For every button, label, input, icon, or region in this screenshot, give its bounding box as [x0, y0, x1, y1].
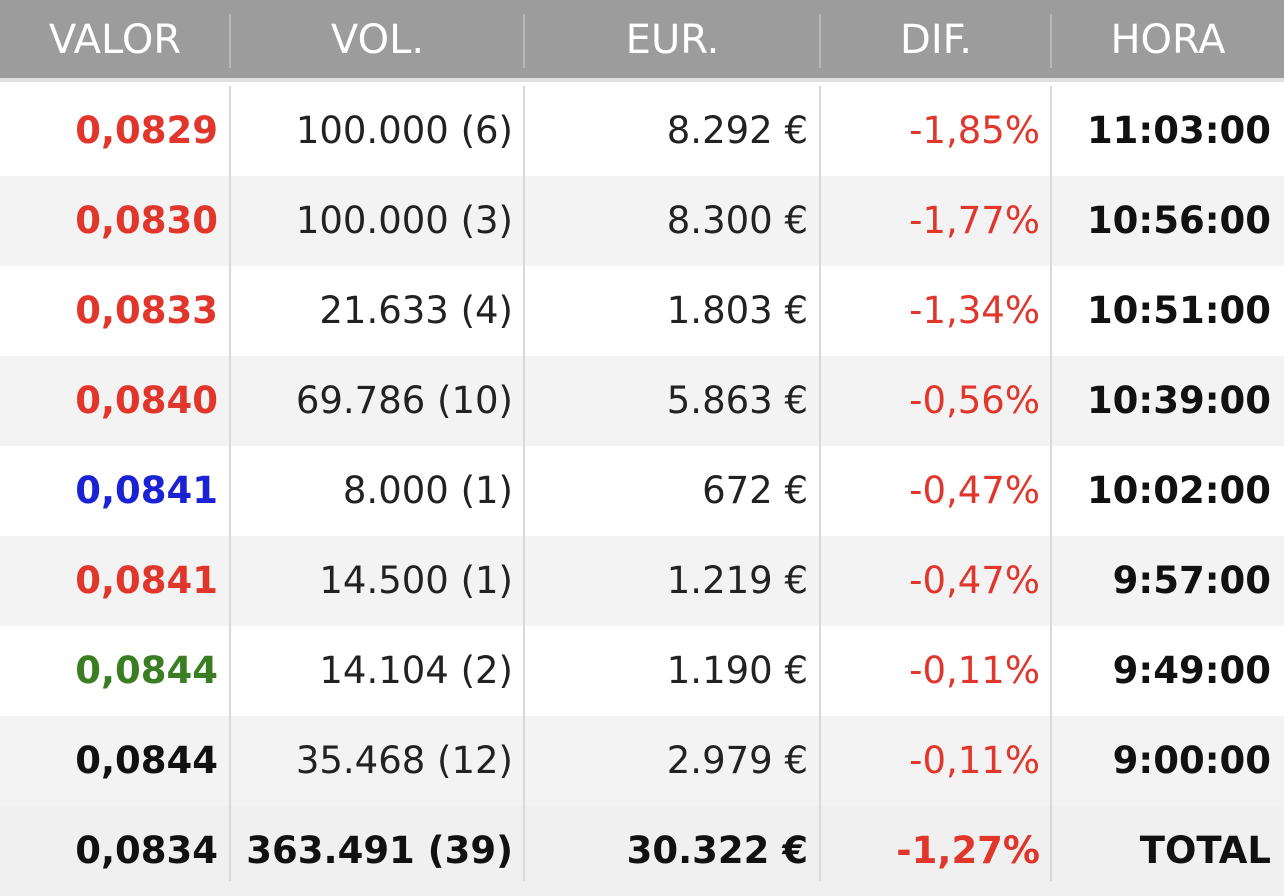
- cell-dif: -1,85%: [909, 109, 1040, 152]
- header-vol[interactable]: VOL.: [330, 17, 425, 63]
- column-divider: [1050, 86, 1052, 881]
- cell-vol: 14.104 (2): [319, 649, 513, 692]
- cell-eur: 1.803 €: [666, 289, 808, 332]
- header-divider: [523, 14, 525, 68]
- total-label: TOTAL: [1139, 829, 1271, 872]
- table-row[interactable]: 0,0840 69.786 (10) 5.863 € -0,56% 10:39:00: [0, 356, 1284, 446]
- cell-hora: 9:49:00: [1112, 649, 1271, 692]
- column-divider: [819, 86, 821, 881]
- cell-valor: 0,0830: [75, 199, 218, 242]
- table-row[interactable]: 0,0833 21.633 (4) 1.803 € -1,34% 10:51:00: [0, 266, 1284, 356]
- cell-eur: 2.979 €: [666, 739, 808, 782]
- header-divider: [1050, 14, 1052, 68]
- cell-vol: 100.000 (6): [295, 109, 513, 152]
- cell-vol: 100.000 (3): [295, 199, 513, 242]
- cell-eur: 672 €: [702, 469, 808, 512]
- header-hora[interactable]: HORA: [1110, 17, 1226, 63]
- total-row: 0,0834 363.491 (39) 30.322 € -1,27% TOTA…: [0, 806, 1284, 896]
- cell-dif: -0,11%: [909, 739, 1040, 782]
- header-eur[interactable]: EUR.: [625, 17, 720, 63]
- header-valor[interactable]: VALOR: [48, 17, 182, 63]
- table-row[interactable]: 0,0830 100.000 (3) 8.300 € -1,77% 10:56:00: [0, 176, 1284, 266]
- cell-eur: 8.300 €: [666, 199, 808, 242]
- header-dif[interactable]: DIF.: [900, 17, 972, 63]
- table-header: VALOR VOL. EUR. DIF. HORA: [0, 0, 1284, 82]
- total-dif: -1,27%: [896, 829, 1040, 872]
- header-divider: [229, 14, 231, 68]
- cell-vol: 69.786 (10): [295, 379, 513, 422]
- cell-vol: 35.468 (12): [295, 739, 513, 782]
- header-divider: [819, 14, 821, 68]
- cell-dif: -0,47%: [909, 469, 1040, 512]
- cell-dif: -0,56%: [909, 379, 1040, 422]
- table-row[interactable]: 0,0844 35.468 (12) 2.979 € -0,11% 9:00:00: [0, 716, 1284, 806]
- cell-valor: 0,0840: [75, 379, 218, 422]
- cell-hora: 11:03:00: [1086, 109, 1271, 152]
- cell-valor: 0,0833: [75, 289, 218, 332]
- cell-vol: 8.000 (1): [342, 469, 513, 512]
- cell-eur: 8.292 €: [666, 109, 808, 152]
- table-row[interactable]: 0,0841 8.000 (1) 672 € -0,47% 10:02:00: [0, 446, 1284, 536]
- cell-vol: 14.500 (1): [319, 559, 513, 602]
- cell-hora: 10:56:00: [1086, 199, 1271, 242]
- cell-hora: 10:39:00: [1086, 379, 1271, 422]
- total-eur: 30.322 €: [626, 829, 808, 872]
- cell-eur: 1.219 €: [666, 559, 808, 602]
- cell-valor: 0,0829: [75, 109, 218, 152]
- cell-hora: 9:57:00: [1112, 559, 1271, 602]
- cell-valor: 0,0841: [75, 559, 218, 602]
- cell-eur: 5.863 €: [666, 379, 808, 422]
- cell-vol: 21.633 (4): [319, 289, 513, 332]
- column-divider: [523, 86, 525, 881]
- cell-hora: 10:51:00: [1086, 289, 1271, 332]
- table-row[interactable]: 0,0841 14.500 (1) 1.219 € -0,47% 9:57:00: [0, 536, 1284, 626]
- total-vol: 363.491 (39): [246, 829, 513, 872]
- table-row[interactable]: 0,0829 100.000 (6) 8.292 € -1,85% 11:03:00: [0, 86, 1284, 176]
- cell-valor: 0,0841: [75, 469, 218, 512]
- cell-dif: -1,34%: [909, 289, 1040, 332]
- cell-dif: -1,77%: [909, 199, 1040, 242]
- cell-valor: 0,0844: [75, 649, 218, 692]
- column-divider: [229, 86, 231, 881]
- cell-eur: 1.190 €: [666, 649, 808, 692]
- table-row[interactable]: 0,0844 14.104 (2) 1.190 € -0,11% 9:49:00: [0, 626, 1284, 716]
- cell-hora: 10:02:00: [1086, 469, 1271, 512]
- cell-dif: -0,11%: [909, 649, 1040, 692]
- cell-hora: 9:00:00: [1112, 739, 1271, 782]
- cell-valor: 0,0844: [75, 739, 218, 782]
- total-valor: 0,0834: [75, 829, 218, 872]
- cell-dif: -0,47%: [909, 559, 1040, 602]
